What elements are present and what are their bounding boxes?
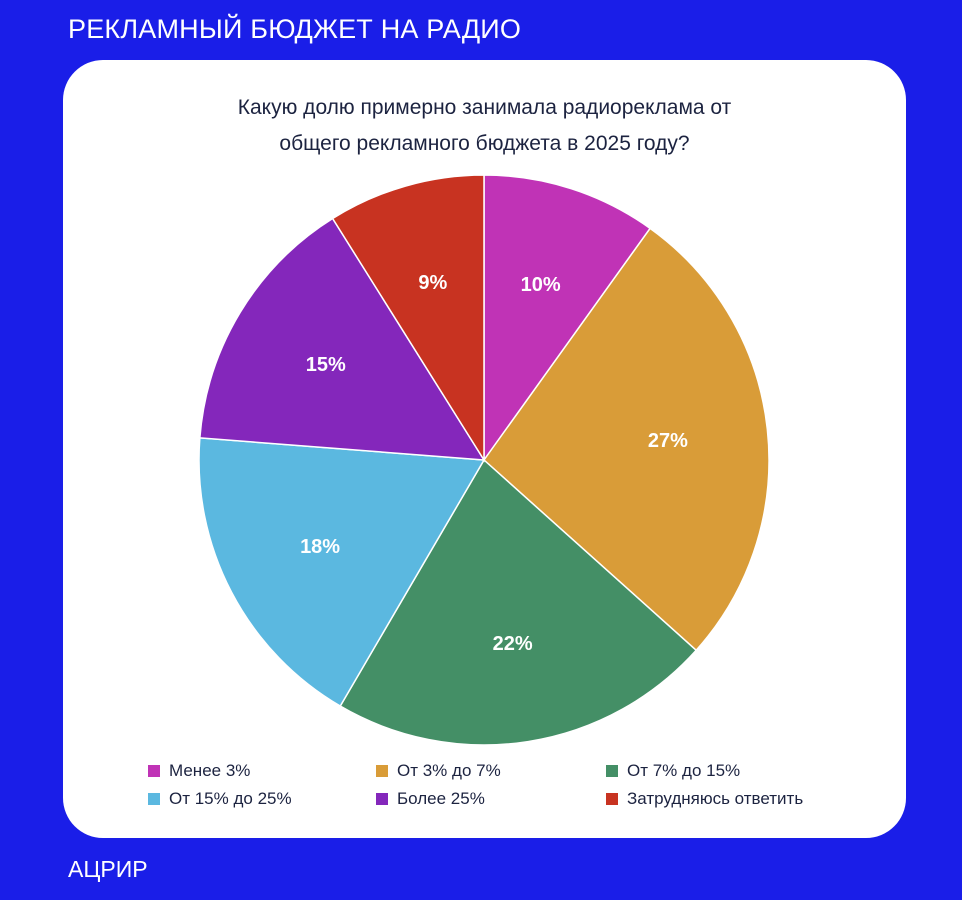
chart-card: Какую долю примерно занимала радиореклам… bbox=[63, 60, 906, 838]
legend-label: От 7% до 15% bbox=[627, 761, 741, 780]
legend-item-ot-3-do-7: От 3% до 7% bbox=[376, 760, 606, 782]
chart-legend: Менее 3% От 3% до 7% От 7% до 15% От 15%… bbox=[148, 760, 868, 810]
legend-item-ot-7-do-15: От 7% до 15% bbox=[606, 760, 868, 782]
legend-swatch bbox=[606, 765, 618, 777]
legend-swatch bbox=[376, 765, 388, 777]
chart-title-line-1: Какую долю примерно занимала радиореклам… bbox=[237, 96, 732, 119]
legend-item-menee-3: Менее 3% bbox=[148, 760, 376, 782]
legend-label: От 15% до 25% bbox=[169, 789, 292, 808]
chart-title-line-2: общего рекламного бюджета в 2025 году? bbox=[279, 132, 690, 155]
chart-title: Какую долю примерно занимала радиореклам… bbox=[63, 90, 906, 162]
pie-chart: 10% 27% 22% 18% 15% 9% bbox=[198, 174, 770, 746]
pie-slice-5 bbox=[331, 174, 485, 463]
pie-slice-1 bbox=[482, 227, 770, 652]
legend-item-ot-15-do-25: От 15% до 25% bbox=[148, 788, 376, 810]
legend-label: Затрудняюсь ответить bbox=[627, 789, 804, 808]
pie-slice-2 bbox=[339, 458, 698, 746]
legend-item-zatrudnyayus: Затрудняюсь ответить bbox=[606, 788, 868, 810]
pie-slice-4 bbox=[199, 217, 486, 461]
legend-swatch bbox=[606, 793, 618, 805]
page-header-title: РЕКЛАМНЫЙ БЮДЖЕТ НА РАДИО bbox=[68, 14, 522, 44]
legend-swatch bbox=[148, 793, 160, 805]
pie-slice-label-1: 27% bbox=[648, 430, 688, 452]
pie-slice-3 bbox=[198, 437, 486, 708]
legend-label: От 3% до 7% bbox=[397, 761, 501, 780]
pie-slice-label-4: 15% bbox=[306, 354, 346, 376]
pie-slice-label-2: 22% bbox=[493, 633, 533, 655]
legend-swatch bbox=[148, 765, 160, 777]
pie-slice-label-5: 9% bbox=[418, 272, 447, 294]
footer-brand-label: АЦРИР bbox=[68, 856, 148, 882]
legend-item-bolee-25: Более 25% bbox=[376, 788, 606, 810]
pie-slice-label-0: 10% bbox=[521, 274, 561, 296]
pie-slice-0 bbox=[483, 174, 652, 463]
legend-label: Более 25% bbox=[397, 789, 485, 808]
pie-slice-label-3: 18% bbox=[300, 536, 340, 558]
legend-label: Менее 3% bbox=[169, 761, 251, 780]
legend-swatch bbox=[376, 793, 388, 805]
